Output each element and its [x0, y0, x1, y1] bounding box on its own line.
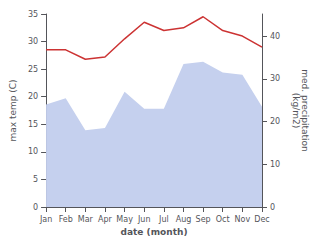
svg-text:20: 20	[28, 92, 38, 101]
svg-text:40: 40	[270, 32, 280, 41]
svg-text:35: 35	[28, 10, 38, 19]
svg-text:0: 0	[33, 203, 38, 212]
svg-text:5: 5	[33, 175, 38, 184]
svg-text:Apr: Apr	[98, 215, 113, 224]
svg-text:10: 10	[28, 147, 38, 156]
svg-text:Nov: Nov	[235, 215, 251, 224]
svg-text:med. precipitation: med. precipitation	[299, 69, 310, 152]
svg-text:May: May	[116, 215, 133, 224]
svg-text:Aug: Aug	[176, 215, 192, 224]
svg-text:Feb: Feb	[59, 215, 73, 224]
svg-text:Jun: Jun	[137, 215, 151, 224]
svg-text:Jul: Jul	[158, 215, 169, 224]
svg-text:max temp (C): max temp (C)	[8, 79, 18, 141]
svg-text:Jan: Jan	[39, 215, 52, 224]
svg-text:(kg/m2): (kg/m2)	[291, 93, 301, 128]
svg-text:30: 30	[28, 37, 38, 46]
svg-text:15: 15	[28, 120, 38, 129]
svg-text:10: 10	[270, 160, 280, 169]
svg-text:Oct: Oct	[216, 215, 230, 224]
svg-text:Dec: Dec	[254, 215, 269, 224]
svg-text:25: 25	[28, 65, 38, 74]
svg-text:Mar: Mar	[78, 215, 94, 224]
svg-text:Sep: Sep	[196, 215, 211, 224]
svg-text:date (month): date (month)	[121, 227, 188, 237]
svg-text:30: 30	[270, 74, 280, 83]
svg-text:20: 20	[270, 117, 280, 126]
svg-text:0: 0	[270, 203, 275, 212]
